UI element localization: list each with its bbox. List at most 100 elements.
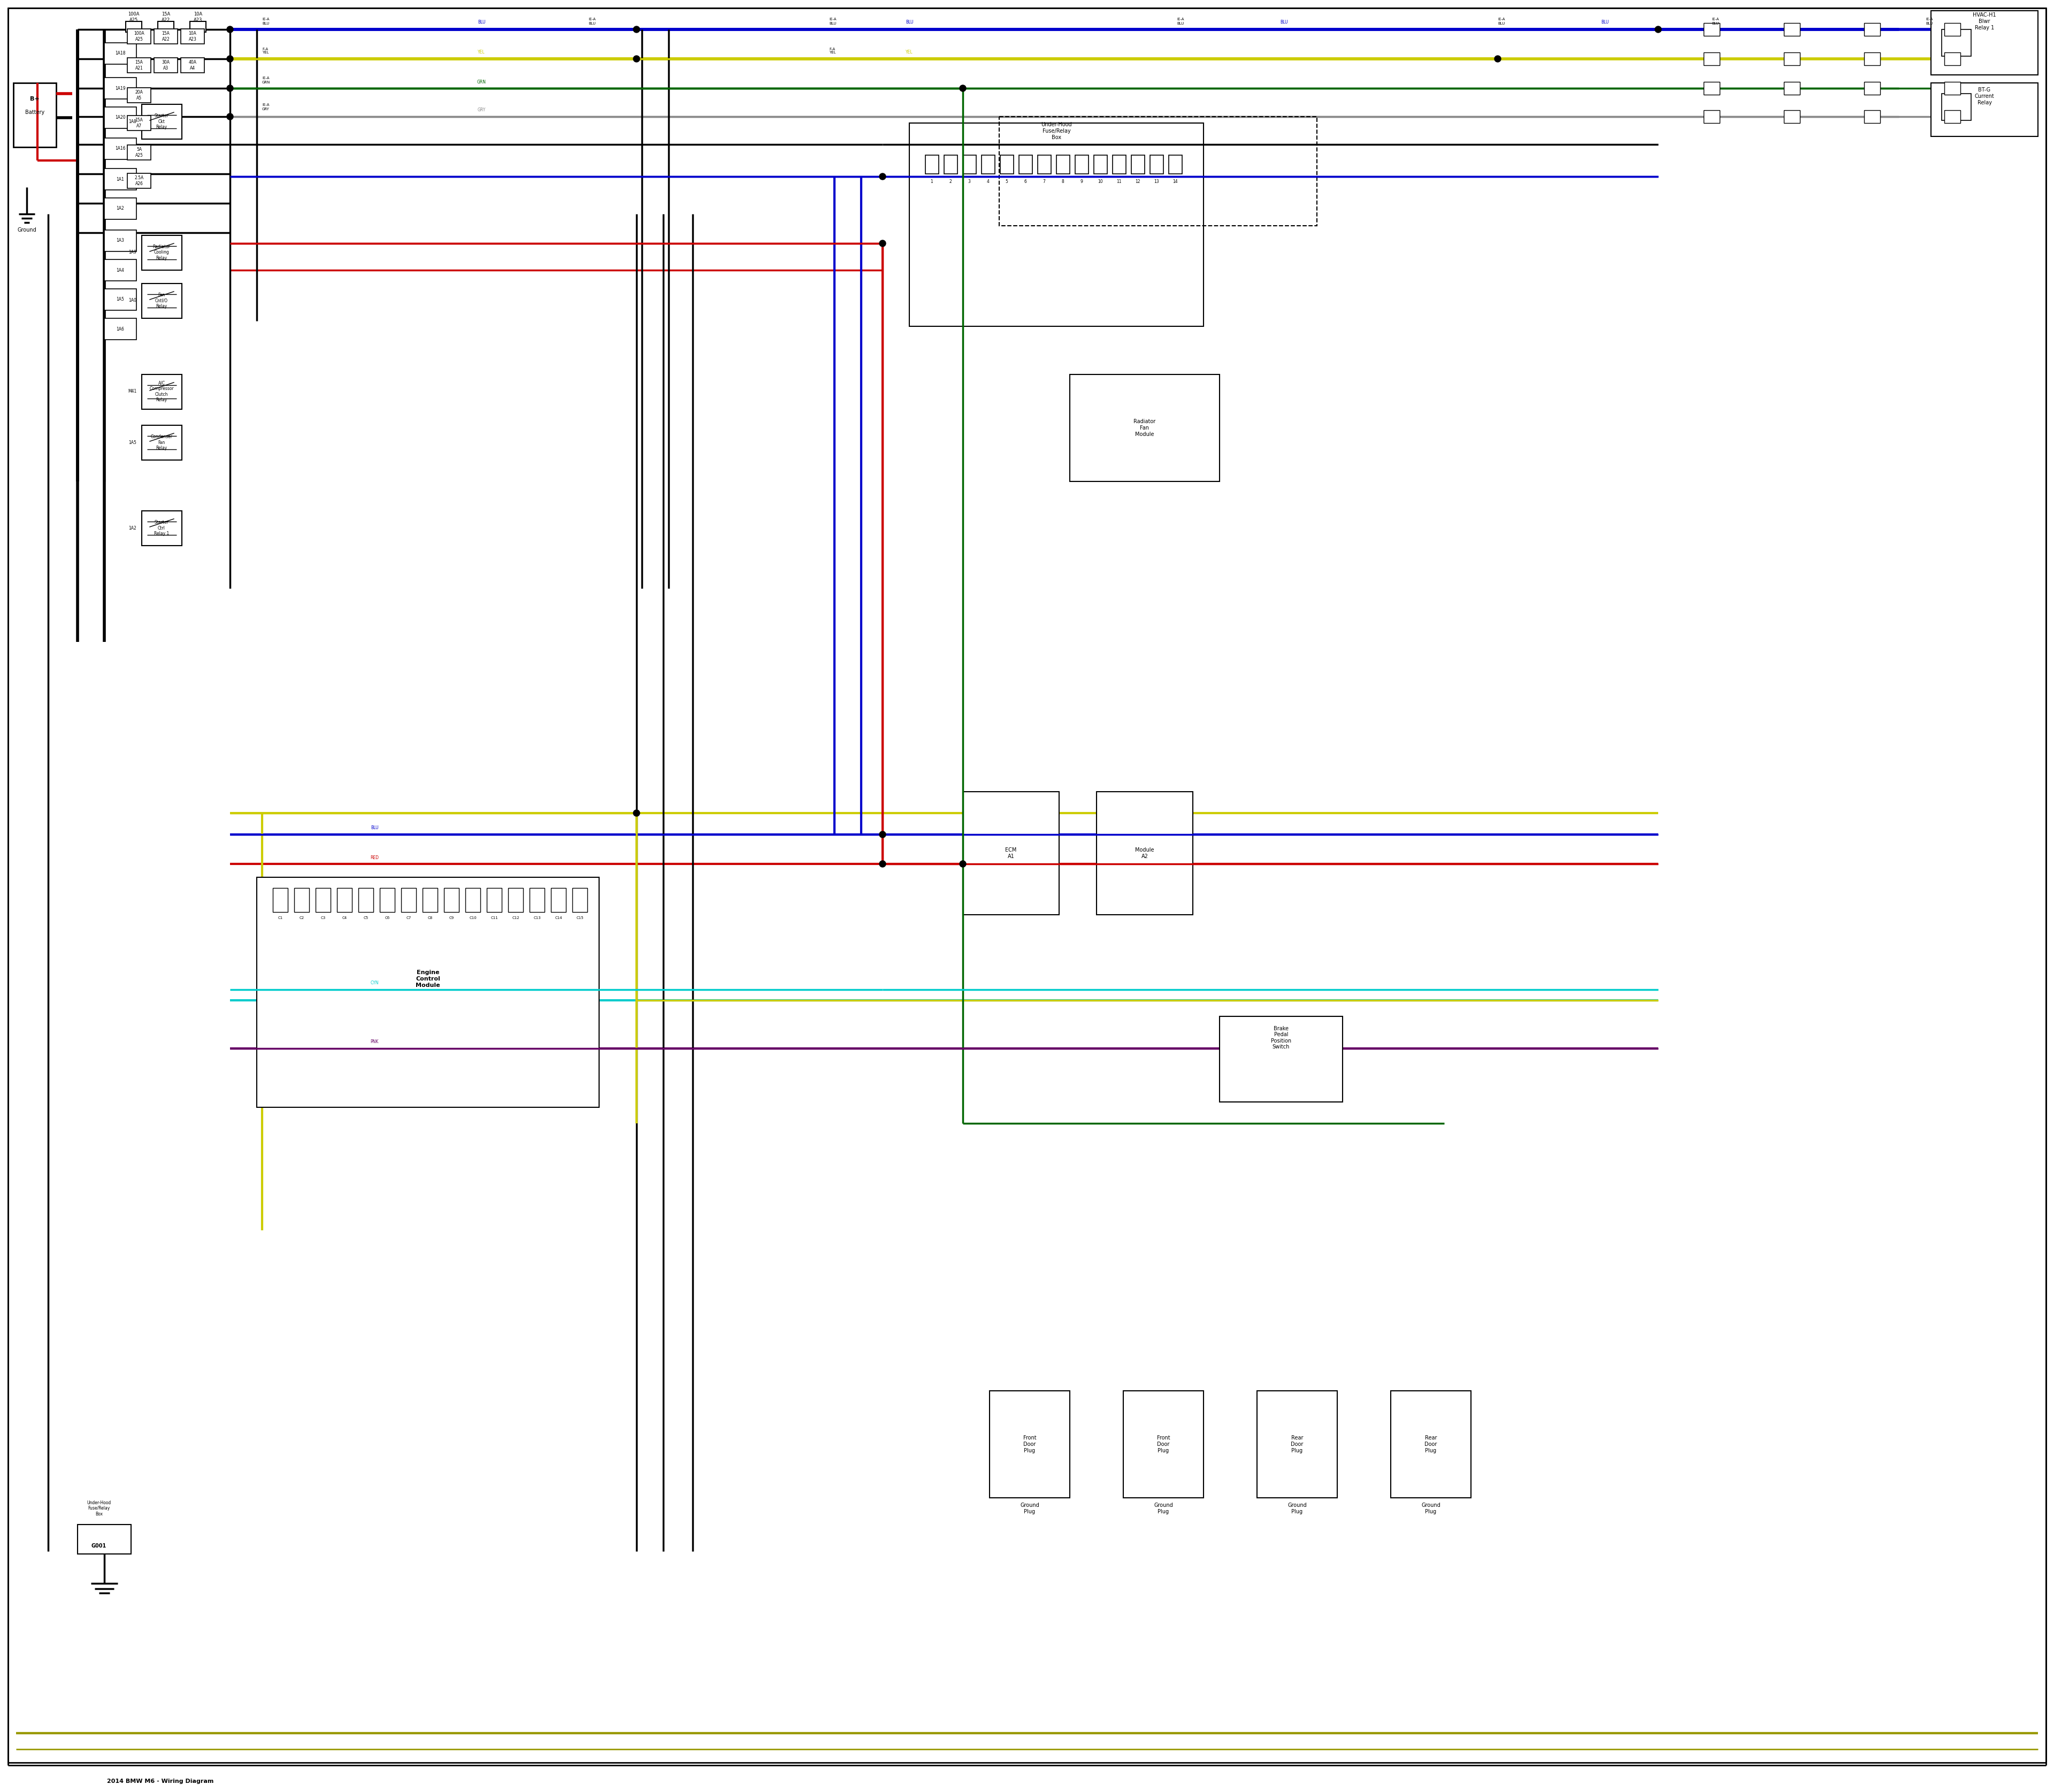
Text: Radiator
Fan
Module: Radiator Fan Module bbox=[1134, 419, 1156, 437]
Text: Engine
Control
Module: Engine Control Module bbox=[415, 969, 440, 987]
Text: BLU: BLU bbox=[1280, 20, 1288, 25]
Bar bbox=[1169, 156, 1183, 174]
Text: 1A1: 1A1 bbox=[117, 177, 125, 181]
Text: BLU: BLU bbox=[370, 826, 378, 830]
Text: GRY: GRY bbox=[477, 108, 485, 113]
Circle shape bbox=[1495, 56, 1501, 63]
Text: 15A
A22: 15A A22 bbox=[162, 13, 170, 22]
Bar bbox=[530, 889, 544, 912]
Bar bbox=[487, 889, 501, 912]
Bar bbox=[181, 29, 203, 43]
Bar bbox=[14, 82, 55, 147]
Text: Starter
Ctrl
Relay 1: Starter Ctrl Relay 1 bbox=[154, 520, 168, 536]
Circle shape bbox=[633, 27, 639, 32]
Text: 10A
A23: 10A A23 bbox=[189, 30, 197, 41]
Bar bbox=[1095, 156, 1107, 174]
Bar bbox=[273, 889, 288, 912]
Text: Ground
Plug: Ground Plug bbox=[1288, 1503, 1306, 1514]
Text: 2: 2 bbox=[949, 179, 951, 185]
Text: IE-A
BLU: IE-A BLU bbox=[1927, 18, 1933, 25]
Bar bbox=[1865, 82, 1879, 95]
Text: 11: 11 bbox=[1117, 179, 1121, 185]
Text: BT-G
Current
Relay: BT-G Current Relay bbox=[1974, 88, 1994, 106]
Text: 2.5A
A26: 2.5A A26 bbox=[134, 176, 144, 186]
Text: 10A
A23: 10A A23 bbox=[193, 13, 201, 22]
Bar bbox=[963, 792, 1060, 914]
Circle shape bbox=[879, 860, 885, 867]
Circle shape bbox=[633, 56, 639, 63]
Text: C1: C1 bbox=[277, 916, 283, 919]
Bar bbox=[105, 108, 136, 129]
Text: 15A
A7: 15A A7 bbox=[136, 118, 144, 129]
Text: 1A3: 1A3 bbox=[117, 238, 125, 244]
Bar bbox=[423, 889, 438, 912]
Bar bbox=[926, 156, 939, 174]
Bar bbox=[105, 229, 136, 251]
Text: F-A
YEL: F-A YEL bbox=[830, 47, 836, 54]
Bar bbox=[189, 22, 205, 32]
Bar bbox=[357, 889, 374, 912]
Text: 15A
A22: 15A A22 bbox=[162, 30, 170, 41]
Bar bbox=[1070, 375, 1220, 482]
Bar bbox=[105, 260, 136, 281]
Bar bbox=[1945, 109, 1960, 124]
Bar bbox=[105, 197, 136, 219]
Bar bbox=[1945, 23, 1960, 36]
Text: 40A
A4: 40A A4 bbox=[189, 61, 197, 70]
Bar bbox=[105, 319, 136, 340]
Bar bbox=[1220, 1016, 1343, 1102]
Text: 5A
A25: 5A A25 bbox=[136, 147, 144, 158]
Bar bbox=[181, 57, 203, 73]
Text: 1A6: 1A6 bbox=[117, 326, 125, 332]
Text: 30A
A3: 30A A3 bbox=[162, 61, 170, 70]
Text: IE-A
BLU: IE-A BLU bbox=[830, 18, 836, 25]
Text: ECM
A1: ECM A1 bbox=[1004, 848, 1017, 858]
Text: 1A16: 1A16 bbox=[115, 147, 125, 151]
Circle shape bbox=[879, 240, 885, 247]
Bar bbox=[1931, 82, 2038, 136]
Text: 2014 BMW M6 - Wiring Diagram: 2014 BMW M6 - Wiring Diagram bbox=[107, 1779, 214, 1785]
Bar bbox=[466, 889, 481, 912]
Bar bbox=[380, 889, 394, 912]
Text: 100A
A25: 100A A25 bbox=[127, 13, 140, 22]
Bar bbox=[142, 104, 183, 140]
Bar bbox=[507, 889, 524, 912]
Bar bbox=[1941, 93, 1972, 120]
Text: BLU: BLU bbox=[1600, 20, 1608, 25]
Text: Fan
Cntl/O
Relay: Fan Cntl/O Relay bbox=[156, 292, 168, 308]
Text: C3: C3 bbox=[320, 916, 325, 919]
Text: YEL: YEL bbox=[906, 50, 912, 54]
Text: Under-Hood
Fuse/Relay
Box: Under-Hood Fuse/Relay Box bbox=[86, 1500, 111, 1516]
Bar bbox=[142, 235, 183, 271]
Bar bbox=[1703, 82, 1719, 95]
Text: 1A20: 1A20 bbox=[115, 115, 125, 120]
Bar bbox=[105, 289, 136, 310]
Text: C5: C5 bbox=[364, 916, 368, 919]
Bar bbox=[1703, 52, 1719, 65]
Text: 13: 13 bbox=[1154, 179, 1158, 185]
Bar bbox=[1783, 23, 1799, 36]
Bar bbox=[337, 889, 351, 912]
Bar bbox=[1945, 52, 1960, 65]
Bar bbox=[105, 43, 136, 65]
Bar bbox=[1150, 156, 1163, 174]
Bar bbox=[1941, 29, 1972, 56]
Bar bbox=[1865, 52, 1879, 65]
Text: B+: B+ bbox=[31, 97, 39, 102]
Text: F-A
YEL: F-A YEL bbox=[263, 47, 269, 54]
Text: 15A
A21: 15A A21 bbox=[136, 61, 144, 70]
Text: 1A9: 1A9 bbox=[129, 251, 136, 254]
Bar bbox=[1703, 23, 1719, 36]
Bar bbox=[105, 77, 136, 99]
Bar bbox=[158, 22, 175, 32]
Text: 1A0: 1A0 bbox=[129, 297, 136, 303]
Text: Radiator
Cooling
Relay: Radiator Cooling Relay bbox=[152, 244, 170, 260]
Text: IE-A
GRY: IE-A GRY bbox=[263, 104, 269, 111]
Text: Rear
Door
Plug: Rear Door Plug bbox=[1425, 1435, 1438, 1453]
Text: C12: C12 bbox=[511, 916, 520, 919]
Bar bbox=[1783, 109, 1799, 124]
Circle shape bbox=[226, 113, 234, 120]
Text: Rear
Door
Plug: Rear Door Plug bbox=[1290, 1435, 1304, 1453]
Text: 20A
A5: 20A A5 bbox=[136, 90, 144, 100]
Bar bbox=[1056, 156, 1070, 174]
